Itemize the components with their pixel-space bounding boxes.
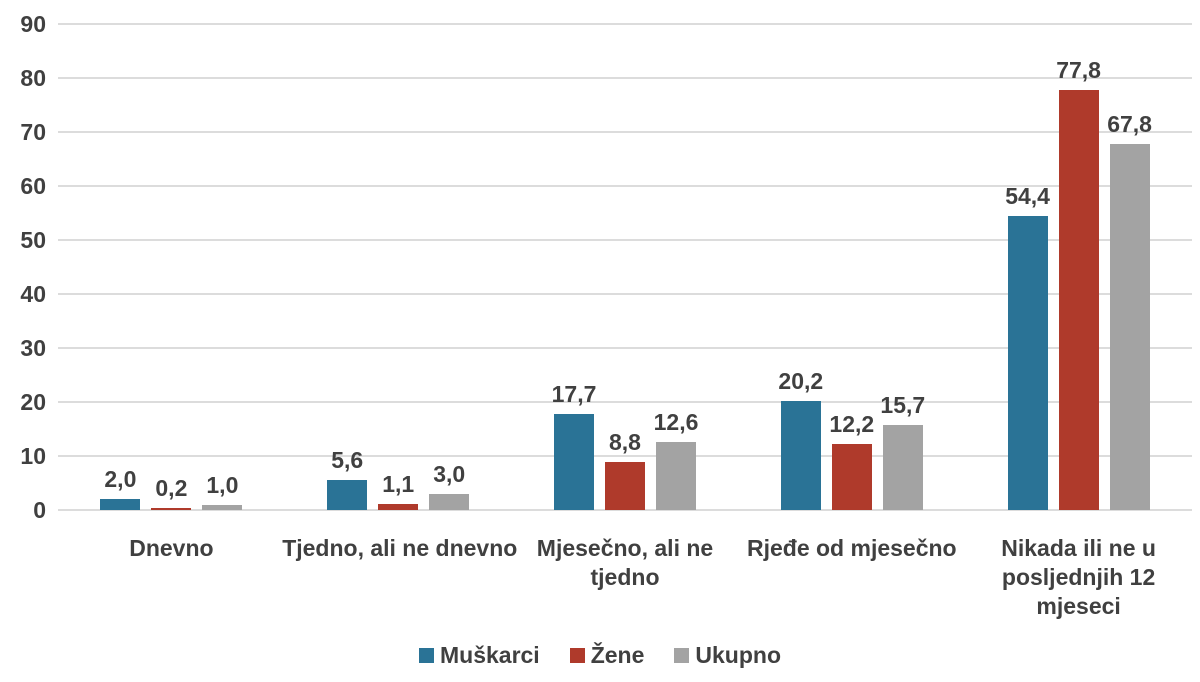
category-label-4: Rjeđe od mjesečno: [736, 534, 968, 563]
value-label-Žene-1: 0,2: [155, 475, 188, 501]
gridline-90: [58, 23, 1192, 25]
category-label-line: mjeseci: [1036, 593, 1121, 619]
y-tick-label-70: 70: [20, 119, 46, 145]
value-label-Žene-2: 1,1: [382, 471, 415, 497]
y-tick-label-0: 0: [33, 497, 46, 523]
y-tick-label-10: 10: [20, 443, 46, 469]
gridline-60: [58, 185, 1192, 187]
gridline-40: [58, 293, 1192, 295]
category-label-1: Dnevno: [55, 534, 287, 563]
y-tick-label-20: 20: [20, 389, 46, 415]
y-tick-label-90: 90: [20, 11, 46, 37]
value-label-Žene-4: 12,2: [829, 411, 875, 437]
value-label-Ukupno-1: 1,0: [206, 472, 239, 498]
value-label-Ukupno-4: 15,7: [880, 392, 926, 418]
y-tick-label-60: 60: [20, 173, 46, 199]
bar-Muškarci-4: [780, 401, 821, 510]
bar-Muškarci-3: [554, 414, 594, 510]
bar-Ukupno-4: [882, 425, 923, 510]
gridline-30: [58, 347, 1192, 349]
legend-swatch-icon: [569, 648, 585, 663]
bar-Muškarci-2: [327, 480, 368, 510]
y-tick-label-50: 50: [20, 227, 46, 253]
category-label-line: Mjesečno, ali ne: [536, 535, 714, 561]
legend-label: Ukupno: [695, 642, 781, 668]
bar-Ukupno-3: [656, 442, 696, 510]
legend-label: Žene: [590, 642, 645, 668]
bar-Žene-1: [151, 508, 192, 510]
value-label-Muškarci-2: 5,6: [331, 447, 364, 473]
legend: Muškarci Žene Ukupno: [0, 642, 1200, 669]
value-label-Žene-3: 8,8: [609, 429, 641, 455]
value-label-Muškarci-3: 17,7: [551, 381, 597, 407]
bar-Žene-4: [831, 444, 872, 510]
category-label-line: posljednjih 12: [1001, 564, 1156, 590]
category-label-line: Dnevno: [129, 535, 214, 561]
value-label-Ukupno-3: 12,6: [653, 409, 699, 435]
legend-label: Muškarci: [439, 642, 540, 668]
legend-swatch-icon: [674, 648, 690, 663]
legend-swatch-icon: [418, 648, 434, 663]
bar-Ukupno-1: [202, 505, 243, 510]
value-label-Ukupno-5: 67,8: [1107, 111, 1152, 137]
bar-Žene-2: [378, 504, 419, 510]
category-label-line: Rjeđe od mjesečno: [746, 535, 957, 561]
bar-Muškarci-1: [100, 499, 141, 510]
y-tick-label-30: 30: [20, 335, 46, 361]
gridline-0: [58, 509, 1192, 511]
y-tick-label-80: 80: [20, 65, 46, 91]
gridline-70: [58, 131, 1192, 133]
bar-Ukupno-2: [429, 494, 470, 510]
category-label-5: Nikada ili ne u posljednjih 12 mjeseci: [963, 534, 1195, 621]
gridline-80: [58, 77, 1192, 79]
value-label-Muškarci-5: 54,4: [1005, 183, 1050, 209]
gridline-50: [58, 239, 1192, 241]
legend-item-Muškarci: Muškarci: [418, 642, 540, 669]
value-label-Muškarci-4: 20,2: [778, 368, 824, 394]
value-label-Ukupno-2: 3,0: [433, 461, 466, 487]
category-label-line: Nikada ili ne u: [1001, 535, 1156, 561]
bar-Ukupno-5: [1109, 144, 1150, 510]
category-label-2: Tjedno, ali ne dnevno: [282, 534, 518, 563]
category-label-3: Mjesečno, ali ne tjedno: [509, 534, 741, 592]
legend-item-Ukupno: Ukupno: [674, 642, 781, 669]
gridline-20: [58, 401, 1192, 403]
category-label-line: tjedno: [590, 564, 660, 590]
bar-Žene-5: [1058, 90, 1099, 510]
legend-item-Žene: Žene: [569, 642, 645, 669]
gridline-10: [58, 455, 1192, 457]
bar-Žene-3: [605, 462, 645, 510]
value-label-Muškarci-1: 2,0: [104, 466, 137, 492]
y-tick-label-40: 40: [20, 281, 46, 307]
value-label-Žene-5: 77,8: [1056, 57, 1101, 83]
category-label-line: Tjedno, ali ne dnevno: [282, 535, 518, 561]
bar-Muškarci-5: [1007, 216, 1048, 510]
